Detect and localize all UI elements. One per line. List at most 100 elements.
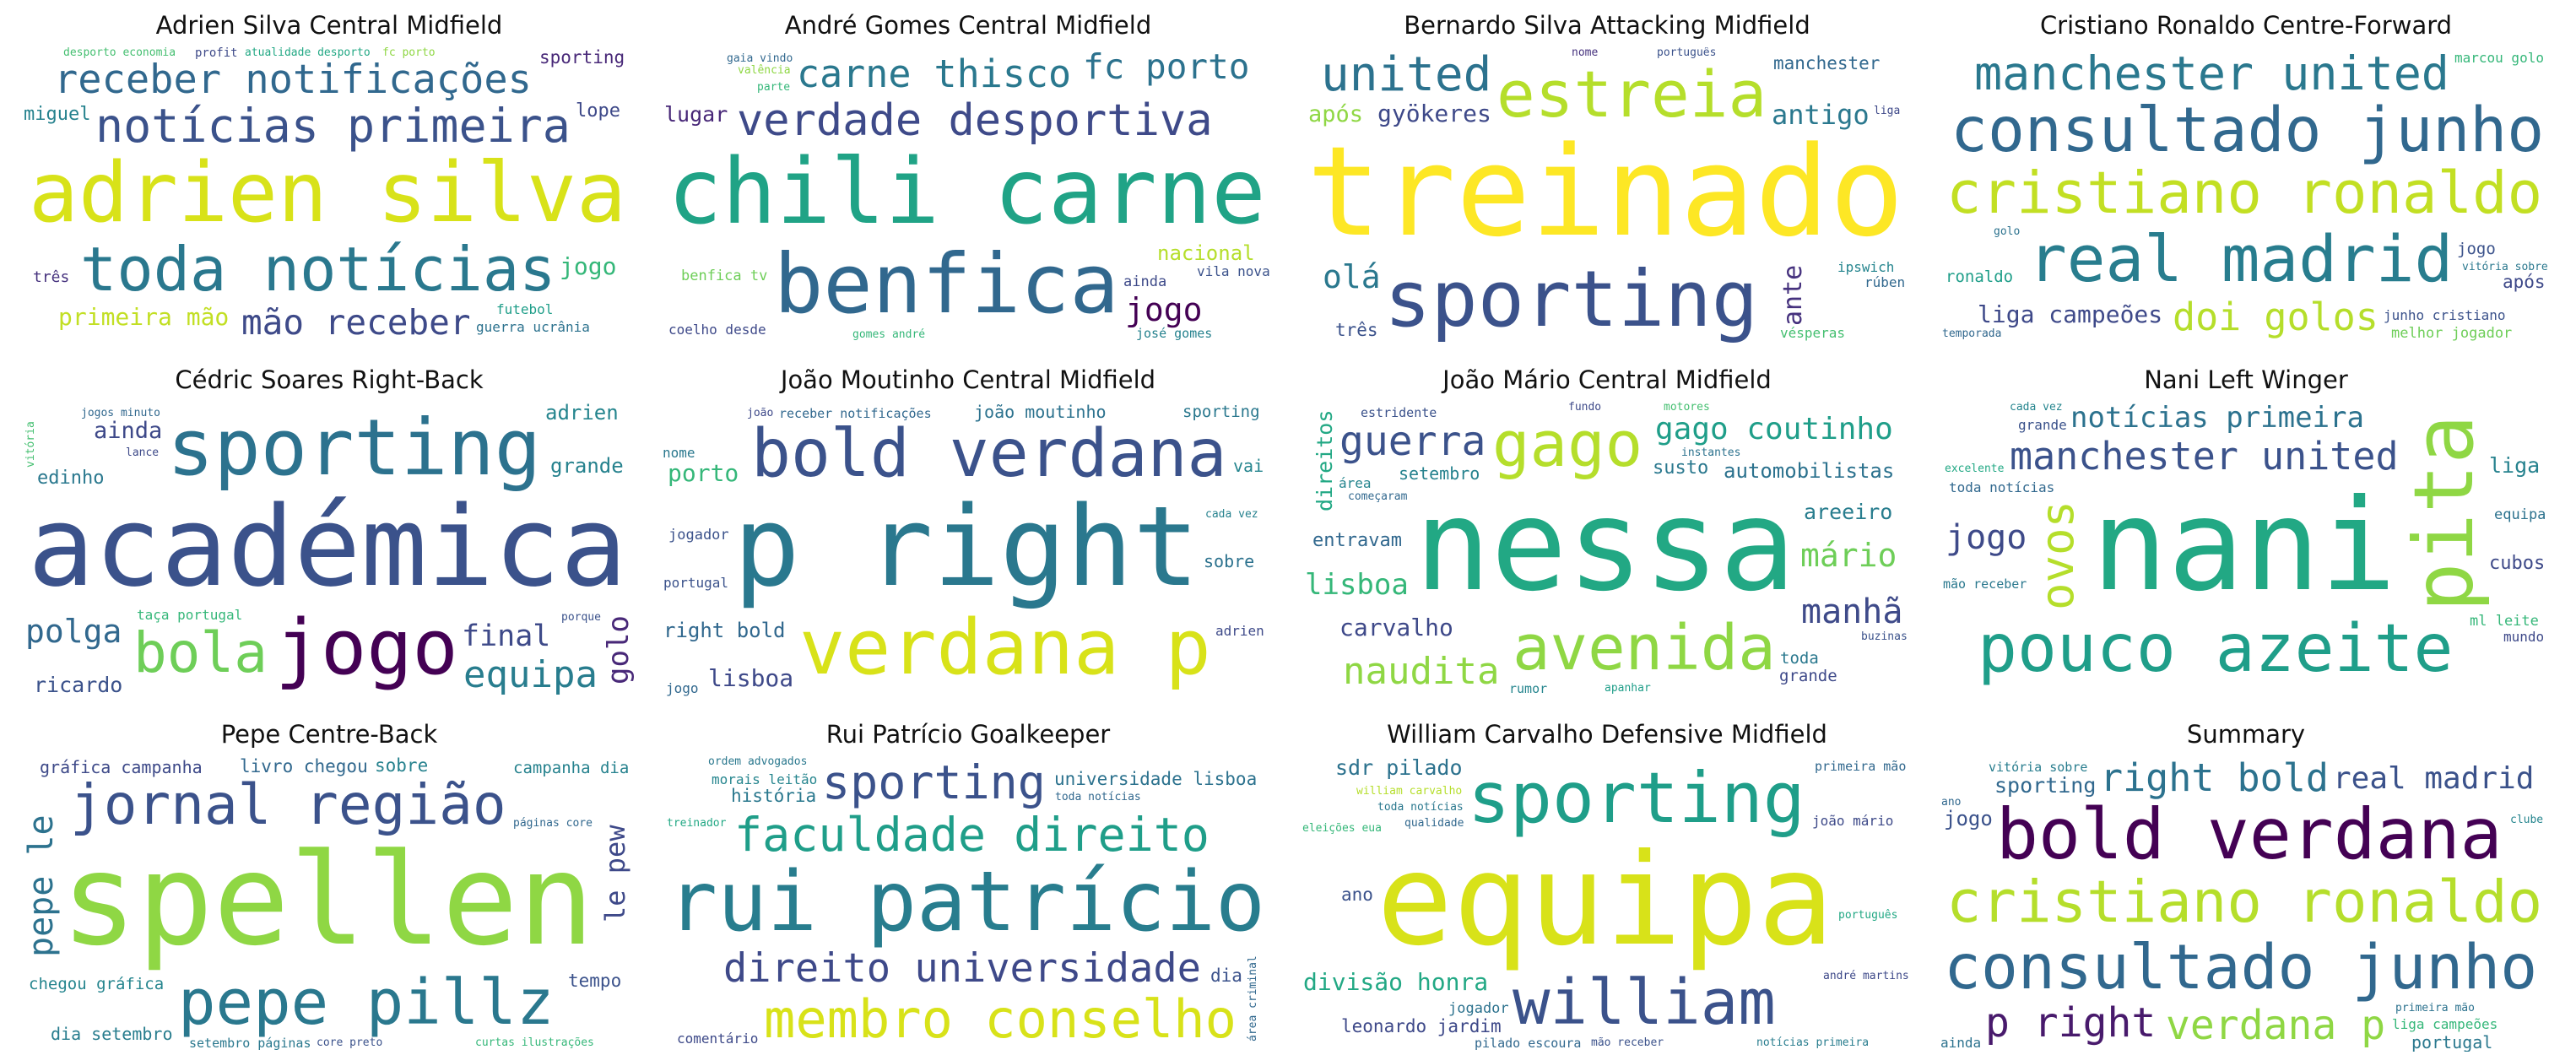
cloud-word: joão moutinho (974, 402, 1107, 422)
cloud-word: atualidade desporto (245, 47, 371, 59)
cloud-word: sobre (1204, 551, 1255, 571)
cloud-word: verdana p (2166, 1002, 2386, 1049)
cloud-word: português (1657, 47, 1717, 59)
cloud-word: leonardo jardim (1341, 1016, 1502, 1036)
cloud-word: grande (1779, 667, 1837, 685)
cloud-word: avenida (1513, 612, 1776, 684)
cloud-word: vitória sobre (1989, 760, 2088, 775)
cloud-word: jogador (668, 527, 729, 544)
cloud-word: motores (1664, 402, 1710, 414)
cloud-word: sdr pilado (1335, 756, 1463, 780)
cloud-word: united (1321, 47, 1492, 102)
cloud-word: primeira mão (1815, 759, 1907, 774)
cloud-word: sporting (1468, 757, 1805, 839)
cloud-word: ovos (2031, 500, 2084, 611)
cloud-word: coelho desde (668, 322, 766, 338)
cloud-word: bold verdana (751, 416, 1227, 492)
cloud-word: william (1513, 966, 1776, 1039)
cloud-word: notícias primeira (2070, 402, 2364, 435)
cloud-word: valência (738, 64, 791, 77)
cloud-word: areeiro (1804, 500, 1893, 524)
cloud-word: jogo (1946, 518, 2027, 557)
cloud-word: sporting (539, 47, 625, 68)
cloud-word: lope (576, 100, 620, 122)
panel-title: Rui Patrício Goalkeeper (825, 720, 1111, 749)
word-cloud: cristiano ronaldo consultado junho real ma… (1940, 47, 2552, 343)
cloud-word: joão (747, 407, 774, 419)
panel-title: Bernardo Silva Attacking Midfield (1404, 11, 1810, 40)
cloud-word: ainda (1123, 273, 1167, 290)
cloud-word: pouco azeite (1978, 611, 2454, 687)
cloud-word: universidade lisboa (1054, 769, 1258, 789)
cloud-word: taça portugal (137, 607, 243, 623)
cloud-word: pepe pillz (178, 966, 555, 1039)
cloud-word: susto (1653, 457, 1709, 479)
cloud-word: cristiano ronaldo (1946, 868, 2543, 936)
cloud-word: toda notícias (1377, 801, 1464, 814)
cloud-word: divisão honra (1303, 968, 1489, 996)
cloud-word: olá (1323, 258, 1381, 295)
cloud-word: grande (550, 454, 624, 478)
cloud-word: doi golos (2173, 295, 2378, 339)
cloud-word: jogador (1448, 1000, 1509, 1017)
cloud-word: mão receber (1943, 576, 2027, 592)
cloud-word: área criminal (1247, 955, 1259, 1041)
cloud-word: adrien silva (29, 145, 627, 241)
cloud-word: right bold (2100, 756, 2329, 800)
cloud-word: pepe le (24, 814, 61, 957)
cloud-word: porto (668, 459, 739, 487)
cloud-word: sporting (1182, 403, 1260, 421)
word-cloud: académica sporting jogo bola equipa final polg… (24, 402, 635, 697)
cloud-word: adrien (1215, 623, 1264, 639)
cloud-word: carvalho (1339, 614, 1453, 641)
word-cloud-panel: André Gomes Central Midfield chili carne b… (663, 8, 1274, 343)
cloud-word: antigo (1772, 99, 1870, 131)
cloud-word: eleições eua (1302, 822, 1382, 835)
cloud-word: sobre (375, 756, 429, 776)
cloud-word: setembro páginas (189, 1036, 311, 1051)
cloud-word: ano (1341, 885, 1373, 905)
cloud-word: liga (1874, 105, 1901, 117)
cloud-word: jogo (1125, 291, 1203, 328)
cloud-word: polga (25, 613, 122, 650)
cloud-word: estreia (1496, 57, 1767, 132)
cloud-word: p right (1985, 999, 2157, 1047)
cloud-word: primeira mão (58, 303, 230, 331)
cloud-word: morais leitão (712, 771, 818, 787)
cloud-word: páginas core (513, 817, 593, 830)
cloud-word: andré martins (1823, 970, 1909, 982)
cloud-word: história (731, 786, 817, 806)
panel-title: Cédric Soares Right-Back (175, 365, 484, 394)
cloud-word: nacional (1157, 241, 1255, 265)
cloud-word: tempo (568, 971, 622, 991)
cloud-word: benfica tv (681, 268, 768, 284)
cloud-word: liga (2489, 453, 2541, 478)
cloud-word: comentário (677, 1031, 759, 1047)
cloud-word: right bold (663, 619, 786, 642)
word-cloud-panel: Bernardo Silva Attacking Midfield treinad… (1302, 8, 1913, 343)
cloud-word: português (1838, 909, 1898, 922)
cloud-word: vai (1233, 456, 1264, 476)
cloud-word: nessa (1415, 473, 1796, 619)
panel-title: João Moutinho Central Midfield (780, 365, 1156, 394)
word-cloud: rui patrício direito universidade faculdad… (663, 756, 1274, 1052)
cloud-word: buzinas (1861, 630, 1908, 643)
cloud-word: marcou golo (2454, 50, 2544, 66)
cloud-word: guerra (1339, 418, 1486, 465)
cloud-word: consultado junho (1944, 932, 2538, 1004)
cloud-word: automobilistas (1724, 459, 1895, 483)
cloud-word: jogo (2457, 240, 2496, 258)
cloud-word: edinho (37, 468, 105, 489)
cloud-word: mão receber (1591, 1036, 1664, 1049)
cloud-word: junho cristiano (2384, 307, 2506, 323)
cloud-word: consultado junho (1951, 95, 2545, 166)
word-cloud: cristiano ronaldo bold verdana consultado … (1940, 756, 2552, 1052)
panel-title: João Mário Central Midfield (1442, 365, 1772, 394)
cloud-word: melhor jogador (2391, 325, 2513, 342)
cloud-word: lisboa (1305, 568, 1409, 602)
cloud-word: joão mário (1812, 813, 1894, 829)
cloud-word: verdade desportiva (737, 95, 1213, 146)
cloud-word: ainda (1940, 1035, 1982, 1051)
word-cloud: equipa sporting william divisão honra leonar… (1302, 756, 1913, 1052)
cloud-word: lugar (664, 102, 728, 127)
